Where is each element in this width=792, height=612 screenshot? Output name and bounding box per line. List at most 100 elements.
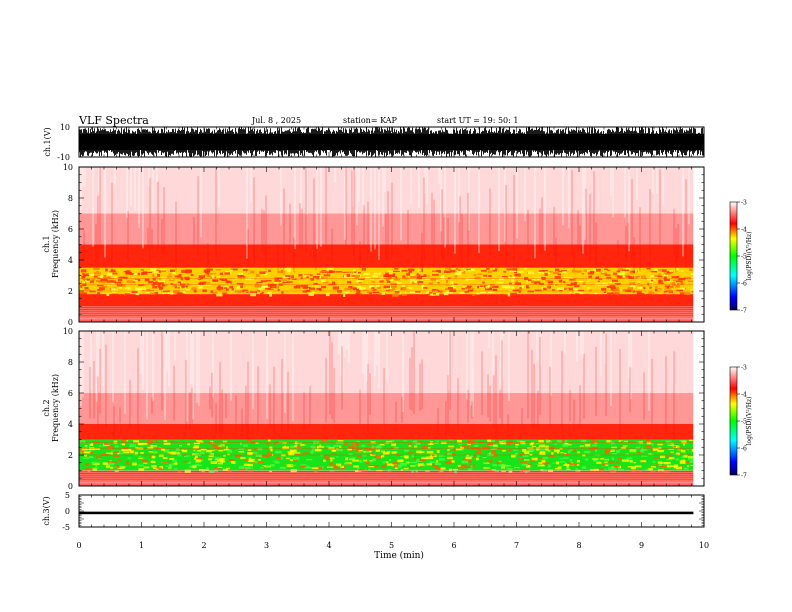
spectrogram-speckle bbox=[398, 269, 403, 272]
spectrogram-speckle bbox=[582, 285, 586, 287]
spectrogram-speckle bbox=[663, 274, 669, 277]
spectrogram-speckle bbox=[410, 274, 415, 277]
spectrogram-speckle bbox=[653, 457, 660, 459]
spectrogram-speckle bbox=[650, 449, 654, 452]
spectrogram-speckle bbox=[118, 276, 125, 279]
spectrogram-speckle bbox=[611, 457, 615, 461]
spectrogram-speckle bbox=[138, 464, 144, 467]
spectrogram-speckle bbox=[662, 462, 669, 464]
spectrogram-speckle bbox=[192, 465, 197, 469]
spectrogram-speckle bbox=[451, 286, 456, 288]
spectrogram-speckle bbox=[127, 457, 131, 460]
spectrogram-speckle bbox=[570, 293, 574, 297]
spectrogram-speckle bbox=[308, 293, 315, 296]
spectrogram-speckle bbox=[366, 448, 373, 451]
spectrogram-speckle bbox=[275, 441, 281, 443]
spectrogram-speckle bbox=[572, 288, 579, 290]
spectrogram-speckle bbox=[265, 442, 271, 445]
spectrogram-speckle bbox=[537, 271, 544, 274]
spectrogram-speckle bbox=[636, 441, 641, 444]
spectrogram-speckle bbox=[336, 463, 342, 466]
spectrogram-speckle bbox=[419, 459, 427, 462]
spectrogram-speckle bbox=[282, 446, 290, 450]
spectrogram-speckle bbox=[290, 445, 295, 449]
spectrogram-band bbox=[79, 481, 694, 486]
spectrogram-speckle bbox=[460, 465, 467, 468]
spectrogram-speckle bbox=[485, 285, 490, 289]
spectrogram-speckle bbox=[122, 443, 126, 446]
spectrogram-speckle bbox=[148, 281, 154, 284]
spectrogram-speckle bbox=[173, 290, 179, 292]
spectrogram-speckle bbox=[418, 269, 422, 272]
spectrogram-speckle bbox=[84, 289, 91, 291]
spectrogram-speckle bbox=[248, 458, 255, 461]
spectrogram-band bbox=[79, 244, 694, 268]
spectrogram-speckle bbox=[111, 288, 116, 291]
spectrogram-speckle bbox=[182, 449, 188, 453]
spectrogram-speckle bbox=[174, 468, 178, 470]
spectrogram-speckle bbox=[619, 445, 624, 447]
spectrogram-speckle bbox=[261, 291, 264, 294]
spectrogram-speckle bbox=[676, 289, 684, 292]
spectrogram-speckle bbox=[251, 291, 257, 293]
spectrogram-speckle bbox=[287, 451, 294, 453]
spectrogram-speckle bbox=[323, 459, 326, 463]
spectrogram-speckle bbox=[392, 270, 400, 272]
spectrogram-speckle bbox=[638, 281, 641, 284]
spectrogram-speckle bbox=[361, 445, 366, 447]
spectrogram-speckle bbox=[238, 272, 244, 275]
spectrogram-speckle bbox=[377, 445, 380, 448]
spectrogram-speckle bbox=[310, 274, 313, 276]
spectrogram-speckle bbox=[97, 276, 102, 278]
colorbar-tick-label: -3 bbox=[741, 200, 747, 207]
spectrogram-speckle bbox=[387, 463, 393, 466]
spectrogram-speckle bbox=[645, 440, 651, 443]
ch3-waveform-ylabel: ch.3(V) bbox=[42, 496, 51, 525]
spectrogram-speckle bbox=[230, 268, 238, 271]
spectrogram-speckle bbox=[282, 281, 289, 283]
spectrogram-speckle bbox=[312, 447, 316, 450]
spectrogram-speckle bbox=[344, 277, 351, 279]
spectrogram-speckle bbox=[450, 281, 454, 284]
spectrogram-speckle bbox=[100, 278, 108, 282]
spectrogram-speckle bbox=[600, 458, 605, 460]
spectrogram-speckle bbox=[658, 269, 664, 271]
spectrogram-speckle bbox=[555, 268, 560, 272]
spectrogram-speckle bbox=[651, 270, 658, 273]
spectrogram-speckle bbox=[156, 447, 164, 450]
spectrogram-speckle bbox=[247, 449, 252, 451]
spectrogram-speckle bbox=[242, 289, 249, 292]
spectrogram-speckle bbox=[306, 458, 313, 461]
spectrogram-speckle bbox=[227, 449, 232, 453]
spectrogram-speckle bbox=[170, 270, 173, 272]
spectrogram-speckle bbox=[158, 454, 164, 457]
spectrogram-speckle bbox=[486, 267, 490, 270]
spectrogram-speckle bbox=[671, 442, 675, 445]
x-tick-label: 9 bbox=[639, 541, 644, 550]
spectrogram-speckle bbox=[381, 292, 385, 295]
spectrogram-speckle bbox=[150, 460, 155, 463]
spectrogram-speckle bbox=[303, 452, 310, 454]
spectrogram-speckle bbox=[306, 276, 309, 278]
spectrogram-speckle bbox=[492, 464, 497, 467]
ch2-colorbar: -3 -4 -5 -6 -7 log(PSD)(V²/Hz) bbox=[729, 365, 753, 480]
spectrogram-speckle bbox=[343, 274, 348, 278]
spectrogram-speckle bbox=[286, 464, 294, 468]
spectrogram-speckle bbox=[195, 440, 203, 442]
spectrogram-speckle bbox=[681, 440, 687, 444]
spectrogram-speckle bbox=[379, 444, 385, 446]
spectrogram-speckle bbox=[676, 281, 683, 283]
spectrogram-speckle bbox=[575, 293, 580, 295]
spectrogram-speckle bbox=[255, 454, 263, 457]
spectrogram-speckle bbox=[663, 278, 670, 281]
spectrogram-speckle bbox=[645, 445, 652, 448]
spectrogram-speckle bbox=[586, 287, 591, 289]
spectrogram-speckle bbox=[277, 289, 280, 292]
spectrogram-speckle bbox=[648, 453, 654, 456]
spectrogram-speckle bbox=[415, 463, 418, 466]
spectrogram-speckle bbox=[130, 450, 134, 454]
spectrogram-speckle bbox=[311, 291, 315, 293]
spectrogram-speckle bbox=[658, 464, 663, 466]
spectrogram-speckle bbox=[379, 280, 384, 283]
spectrogram-speckle bbox=[178, 290, 186, 293]
